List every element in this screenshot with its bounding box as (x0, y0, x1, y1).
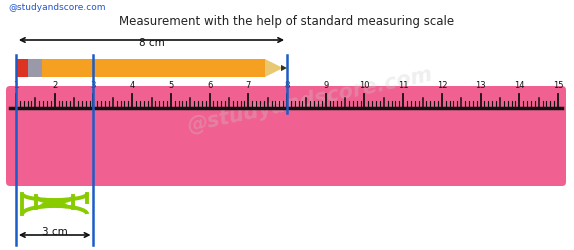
Bar (28, 59, 42, 77)
Text: 12: 12 (437, 81, 447, 90)
Text: 1: 1 (13, 81, 18, 90)
Text: 3: 3 (91, 81, 96, 90)
Text: Measurement with the help of standard measuring scale: Measurement with the help of standard me… (119, 16, 455, 28)
Polygon shape (265, 59, 283, 77)
Text: @studyandscore.com: @studyandscore.com (185, 64, 435, 136)
FancyBboxPatch shape (6, 86, 566, 186)
Text: 9: 9 (323, 81, 328, 90)
Text: 3 cm: 3 cm (42, 227, 68, 237)
Text: 6: 6 (207, 81, 212, 90)
Text: 4: 4 (130, 81, 135, 90)
Text: 15: 15 (553, 81, 563, 90)
Text: 2: 2 (52, 81, 57, 90)
Text: 14: 14 (514, 81, 525, 90)
Text: 8 cm: 8 cm (139, 38, 164, 48)
Text: 7: 7 (246, 81, 251, 90)
Bar (42, 59, 265, 77)
Text: 11: 11 (398, 81, 408, 90)
Text: 10: 10 (359, 81, 370, 90)
Polygon shape (281, 65, 287, 71)
Bar (16, 59, 28, 77)
Text: 13: 13 (475, 81, 486, 90)
Text: 8: 8 (284, 81, 290, 90)
Text: @studyandscore.com: @studyandscore.com (8, 4, 106, 13)
Text: 5: 5 (168, 81, 173, 90)
